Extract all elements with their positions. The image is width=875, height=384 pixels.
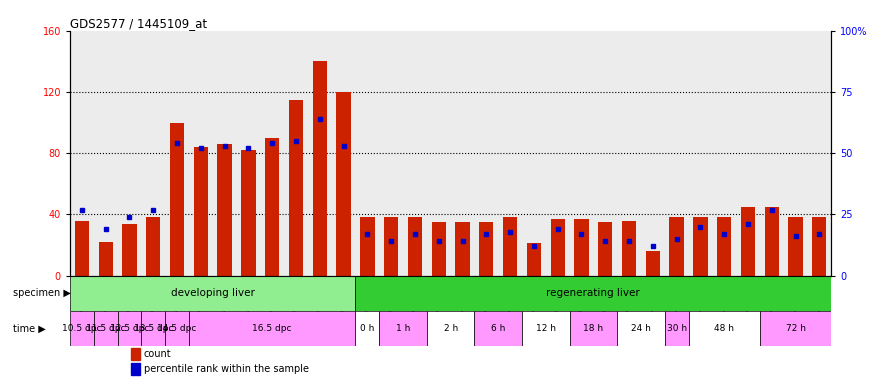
Text: 11.5 dpc: 11.5 dpc — [86, 324, 125, 333]
Bar — [480, 222, 494, 276]
Bar — [355, 311, 379, 346]
Bar — [522, 311, 570, 346]
Bar — [242, 150, 256, 276]
Text: 6 h: 6 h — [491, 324, 506, 333]
Bar — [718, 217, 732, 276]
Bar — [218, 144, 232, 276]
Bar — [265, 138, 279, 276]
Bar — [693, 217, 708, 276]
Text: GDS2577 / 1445109_at: GDS2577 / 1445109_at — [70, 17, 207, 30]
Text: specimen ▶: specimen ▶ — [13, 288, 71, 298]
Text: 16.5 dpc: 16.5 dpc — [253, 324, 292, 333]
Text: 30 h: 30 h — [667, 324, 687, 333]
Bar — [570, 311, 617, 346]
Bar — [146, 217, 160, 276]
Bar — [788, 217, 802, 276]
Bar — [131, 349, 140, 360]
Bar — [70, 276, 355, 311]
Bar — [193, 147, 208, 276]
Bar — [379, 311, 427, 346]
Bar — [760, 311, 831, 346]
Text: time ▶: time ▶ — [13, 324, 46, 334]
Text: 2 h: 2 h — [444, 324, 458, 333]
Text: 14.5 dpc: 14.5 dpc — [158, 324, 197, 333]
Bar — [312, 61, 327, 276]
Bar — [117, 311, 142, 346]
Bar — [123, 223, 136, 276]
Bar — [689, 311, 760, 346]
Text: 10.5 dpc: 10.5 dpc — [62, 324, 102, 333]
Bar — [360, 217, 374, 276]
Bar — [812, 217, 827, 276]
Text: 12.5 dpc: 12.5 dpc — [109, 324, 149, 333]
Bar — [646, 251, 660, 276]
Text: percentile rank within the sample: percentile rank within the sample — [144, 364, 309, 374]
Bar — [94, 311, 117, 346]
Bar — [70, 311, 94, 346]
Text: 1 h: 1 h — [396, 324, 410, 333]
Text: 12 h: 12 h — [536, 324, 556, 333]
Bar — [74, 220, 89, 276]
Text: developing liver: developing liver — [171, 288, 255, 298]
Bar — [765, 207, 779, 276]
Bar — [142, 311, 165, 346]
Bar — [355, 276, 831, 311]
Bar — [384, 217, 398, 276]
Bar — [289, 99, 303, 276]
Bar — [455, 222, 470, 276]
Text: 24 h: 24 h — [631, 324, 651, 333]
Text: 48 h: 48 h — [714, 324, 734, 333]
Bar — [170, 122, 185, 276]
Bar — [408, 217, 422, 276]
Bar — [431, 222, 446, 276]
Text: regenerating liver: regenerating liver — [547, 288, 640, 298]
Bar — [617, 311, 665, 346]
Bar — [741, 207, 755, 276]
Bar — [622, 220, 636, 276]
Bar — [336, 92, 351, 276]
Text: 72 h: 72 h — [786, 324, 806, 333]
Bar — [550, 219, 565, 276]
Bar — [598, 222, 612, 276]
Text: 0 h: 0 h — [360, 324, 374, 333]
Bar — [474, 311, 522, 346]
Bar — [427, 311, 474, 346]
Bar — [669, 217, 683, 276]
Text: 13.5 dpc: 13.5 dpc — [134, 324, 173, 333]
Bar — [99, 242, 113, 276]
Text: count: count — [144, 349, 172, 359]
Bar — [527, 243, 541, 276]
Bar — [503, 217, 517, 276]
Bar — [131, 363, 140, 375]
Bar — [665, 311, 689, 346]
Bar — [574, 219, 589, 276]
Text: 18 h: 18 h — [584, 324, 604, 333]
Bar — [189, 311, 355, 346]
Bar — [165, 311, 189, 346]
